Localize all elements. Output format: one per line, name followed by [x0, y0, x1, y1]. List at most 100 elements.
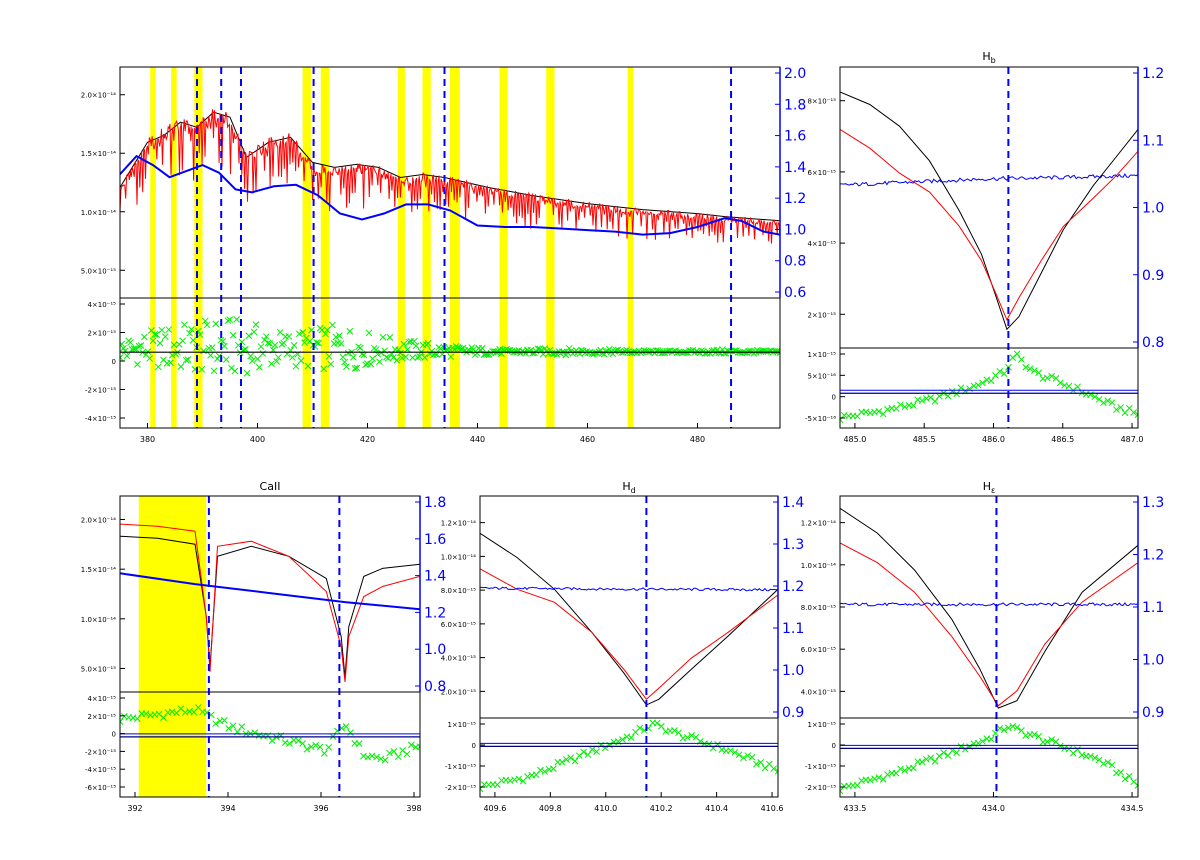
residual-point: [264, 339, 272, 347]
residual-point: [325, 352, 333, 360]
panel-title-text: H: [983, 480, 991, 493]
y-left-tick-label: 2.0×10⁻¹⁴: [81, 92, 116, 100]
residual-point: [1043, 374, 1051, 382]
residual-point: [252, 321, 260, 328]
residual-point: [1013, 724, 1021, 731]
residual-tick-label: -5×10⁻¹⁶: [805, 415, 836, 423]
residual-point: [141, 333, 148, 341]
residual-point: [275, 354, 282, 361]
residual-tick-label: 1×10⁻¹⁵: [447, 721, 476, 729]
highlight-band-1: [171, 67, 177, 428]
residual-point: [412, 342, 420, 350]
residual-point: [524, 773, 531, 780]
panel-he: Hε 433.5 434.0 434.5 1.2×10⁻¹⁴ 1.0×10⁻¹⁴ 8.0×1…: [801, 480, 1164, 813]
residual-point: [210, 367, 218, 375]
main-frame: [839, 66, 1139, 349]
residual-point: [979, 379, 986, 387]
residual-markers: [480, 719, 778, 793]
residual-point: [658, 722, 665, 730]
panel-title-text: H: [982, 50, 990, 63]
residual-point: [273, 358, 281, 365]
x-tick-label: 409.8: [539, 804, 562, 813]
y-right-tick-label: 1.4: [424, 569, 446, 585]
residual-point: [365, 329, 373, 337]
residual-tick-label: -4×10⁻¹⁵: [85, 766, 116, 774]
residual-point: [156, 339, 164, 347]
series-observed-line: [480, 568, 778, 701]
residual-tick-label: -4×10⁻¹⁵: [85, 415, 116, 423]
highlight-band-0: [150, 67, 156, 428]
x-tick-label: 433.5: [843, 804, 866, 813]
panel-title-text: H: [622, 480, 630, 493]
x-tick-label: 410.0: [594, 804, 617, 813]
residual-point: [563, 756, 570, 763]
y-right-tick-label: 0.8: [1142, 335, 1164, 351]
residual-point: [1048, 736, 1055, 744]
residual-point: [506, 777, 514, 785]
residual-point: [687, 347, 695, 355]
residual-point: [662, 728, 670, 735]
series-model-line: [840, 91, 1138, 331]
residual-tick-label: 2×10⁻¹⁵: [87, 330, 116, 338]
residual-point: [961, 745, 969, 753]
residual-point: [727, 747, 734, 754]
residual-tick-label: 5×10⁻¹⁶: [807, 372, 836, 380]
residual-point: [770, 765, 778, 773]
residual-point: [149, 337, 157, 345]
residual-point: [410, 337, 418, 345]
residual-markers: [840, 350, 1138, 423]
y-right-tick-label: 1.0: [782, 663, 804, 679]
residual-tick-label: -6×10⁻¹⁵: [85, 784, 116, 792]
residual-point: [332, 333, 340, 341]
residual-point: [1056, 379, 1064, 387]
residual-point: [271, 341, 279, 349]
residual-point: [323, 326, 331, 334]
residual-point: [142, 710, 150, 718]
residual-point: [220, 717, 228, 724]
residual-point: [301, 339, 308, 346]
residual-point: [322, 330, 329, 338]
x-tick-label: 485.0: [843, 435, 866, 444]
residual-point: [346, 327, 354, 335]
y-left-tick-label: 6×10⁻¹⁵: [807, 169, 836, 177]
x-tick-label: 420: [360, 435, 375, 444]
y-left-tick-label: 1.0×10⁻¹⁴: [801, 562, 836, 570]
residual-tick-label: 4×10⁻¹⁵: [87, 301, 116, 309]
residual-point: [403, 750, 411, 758]
series-model-line: [480, 532, 778, 706]
residual-point: [437, 345, 444, 352]
residual-point: [151, 331, 159, 338]
residual-point: [373, 753, 380, 761]
residual-point: [369, 355, 376, 363]
y-right-tick-label: 1.3: [782, 537, 804, 553]
residual-point: [313, 339, 321, 346]
residual-point: [599, 350, 606, 357]
residual-point: [286, 740, 293, 747]
residual-point: [316, 743, 324, 751]
residual-point: [250, 328, 258, 336]
highlight-band-3: [302, 67, 311, 428]
y-right-tick-label: 1.0: [784, 222, 806, 238]
residual-point: [403, 346, 411, 353]
residual-point: [296, 330, 303, 338]
residual-point: [254, 355, 261, 363]
residual-point: [744, 752, 752, 759]
panel-title-text: CaII: [260, 480, 281, 493]
residual-point: [386, 749, 393, 757]
residual-point: [1035, 369, 1043, 377]
residual-point: [918, 758, 926, 766]
residual-point: [619, 736, 626, 743]
residual-point: [268, 360, 275, 368]
residual-tick-label: -2×10⁻¹⁵: [445, 784, 476, 792]
residual-point: [753, 760, 760, 768]
residual-point: [129, 714, 137, 722]
residual-point: [910, 764, 917, 772]
residual-point: [146, 355, 153, 362]
residual-point: [720, 349, 728, 357]
residual-point: [901, 767, 909, 774]
residual-point: [312, 741, 320, 749]
residual-point: [1048, 372, 1055, 380]
residual-point: [280, 339, 288, 347]
residual-point: [1091, 754, 1099, 762]
residual-point: [996, 367, 1004, 375]
